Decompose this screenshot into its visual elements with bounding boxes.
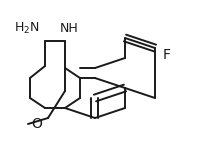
Text: O: O [31, 117, 42, 131]
Text: NH: NH [60, 22, 78, 34]
Text: F: F [162, 48, 170, 62]
Text: H$_2$N: H$_2$N [14, 20, 39, 36]
